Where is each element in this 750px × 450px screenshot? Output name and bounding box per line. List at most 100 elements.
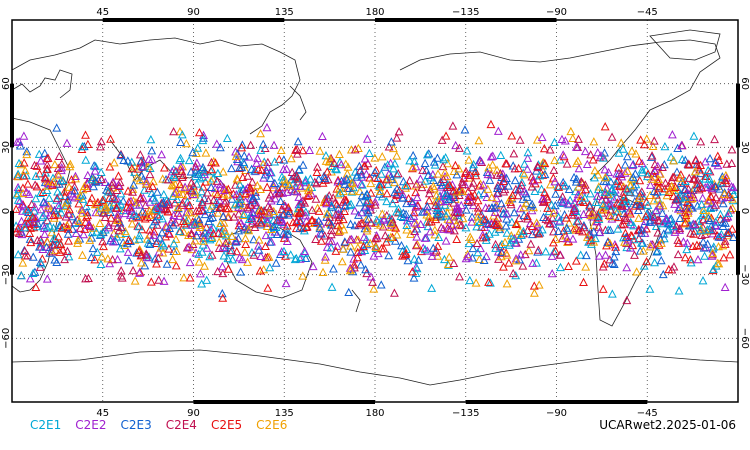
occultation-marker xyxy=(238,210,248,220)
occultation-marker xyxy=(47,247,57,256)
occultation-marker xyxy=(232,246,242,256)
occultation-marker xyxy=(247,195,257,205)
occultation-marker xyxy=(507,131,517,140)
occultation-marker xyxy=(408,198,417,207)
occultation-marker xyxy=(445,180,455,189)
occultation-marker xyxy=(408,162,418,172)
occultation-marker xyxy=(273,215,282,224)
left-lat-label: 60 xyxy=(1,77,12,90)
occultation-marker xyxy=(104,220,113,230)
right-lat-label: −30 xyxy=(739,264,750,285)
occultation-marker xyxy=(658,269,668,279)
occultation-marker xyxy=(213,189,222,199)
occultation-marker xyxy=(373,173,383,182)
occultation-marker xyxy=(344,287,354,297)
occultation-marker xyxy=(49,210,59,220)
occultation-marker xyxy=(568,133,578,143)
occultation-marker xyxy=(202,275,212,284)
occultation-marker xyxy=(721,178,731,187)
occultation-marker xyxy=(84,273,93,282)
occultation-marker xyxy=(81,217,91,226)
occultation-marker xyxy=(481,235,491,244)
occultation-marker xyxy=(410,226,420,235)
occultation-marker xyxy=(88,172,98,181)
occultation-marker xyxy=(721,218,730,227)
occultation-marker xyxy=(643,169,653,178)
occultation-marker xyxy=(466,197,476,206)
occultation-marker xyxy=(614,148,624,157)
occultation-marker xyxy=(224,212,234,221)
occultation-marker xyxy=(529,176,539,185)
occultation-marker xyxy=(292,173,302,182)
occultation-marker xyxy=(320,173,330,182)
occultation-marker xyxy=(384,142,394,151)
occultation-marker xyxy=(457,186,467,195)
left-lat-label: −60 xyxy=(1,328,12,349)
occultation-marker xyxy=(301,211,311,220)
occultation-marker xyxy=(24,189,34,198)
occultation-marker xyxy=(588,207,598,216)
occultation-marker xyxy=(606,211,616,221)
occultation-marker xyxy=(261,230,271,240)
occultation-marker xyxy=(620,237,629,246)
occultation-marker xyxy=(345,263,355,272)
occultation-marker xyxy=(444,225,454,234)
occultation-marker xyxy=(710,134,719,144)
occultation-marker xyxy=(29,217,38,226)
occultation-marker xyxy=(417,207,427,216)
occultation-marker xyxy=(100,177,110,186)
occultation-marker xyxy=(363,158,373,168)
occultation-marker xyxy=(22,147,32,156)
occultation-marker xyxy=(463,192,473,202)
occultation-marker xyxy=(649,196,659,205)
occultation-marker xyxy=(369,251,379,260)
occultation-marker xyxy=(218,211,228,221)
occultation-marker xyxy=(281,278,291,288)
coastline-antarctica xyxy=(11,349,739,386)
occultation-marker xyxy=(124,255,134,265)
occultation-marker xyxy=(64,182,74,191)
occultation-marker xyxy=(463,251,473,261)
occultation-marker xyxy=(442,188,451,197)
occultation-marker xyxy=(721,175,731,185)
occultation-marker xyxy=(260,170,270,179)
occultation-marker xyxy=(673,249,683,259)
occultation-marker xyxy=(349,260,359,269)
occultation-marker xyxy=(384,250,394,260)
occultation-marker xyxy=(709,242,719,251)
occultation-marker xyxy=(68,191,78,200)
occultation-marker xyxy=(708,264,718,273)
occultation-marker xyxy=(332,184,342,193)
occultation-marker xyxy=(585,189,595,198)
occultation-marker xyxy=(347,234,357,244)
occultation-marker xyxy=(334,227,344,236)
occultation-marker xyxy=(252,180,262,190)
occultation-marker xyxy=(213,228,223,237)
occultation-marker xyxy=(357,169,367,179)
occultation-marker xyxy=(392,151,402,160)
occultation-marker xyxy=(723,227,733,237)
occultation-marker xyxy=(212,176,222,185)
occultation-marker xyxy=(675,213,685,223)
occultation-marker xyxy=(345,200,355,210)
occultation-marker xyxy=(338,244,348,253)
occultation-marker xyxy=(449,258,459,267)
occultation-marker xyxy=(296,207,306,217)
occultation-marker xyxy=(152,187,162,196)
occultation-marker xyxy=(668,156,678,165)
occultation-marker xyxy=(675,173,685,182)
occultation-marker xyxy=(324,236,334,245)
occultation-marker xyxy=(491,239,501,249)
occultation-marker xyxy=(137,161,147,171)
occultation-marker xyxy=(692,179,702,189)
occultation-marker xyxy=(587,212,597,221)
occultation-marker xyxy=(200,169,210,179)
occultation-marker xyxy=(31,213,41,222)
occultation-marker xyxy=(487,202,497,212)
occultation-marker xyxy=(98,195,108,204)
occultation-marker xyxy=(606,185,616,194)
occultation-marker xyxy=(620,168,630,177)
occultation-marker xyxy=(331,164,340,173)
occultation-marker xyxy=(452,234,462,244)
occultation-marker xyxy=(636,135,646,144)
